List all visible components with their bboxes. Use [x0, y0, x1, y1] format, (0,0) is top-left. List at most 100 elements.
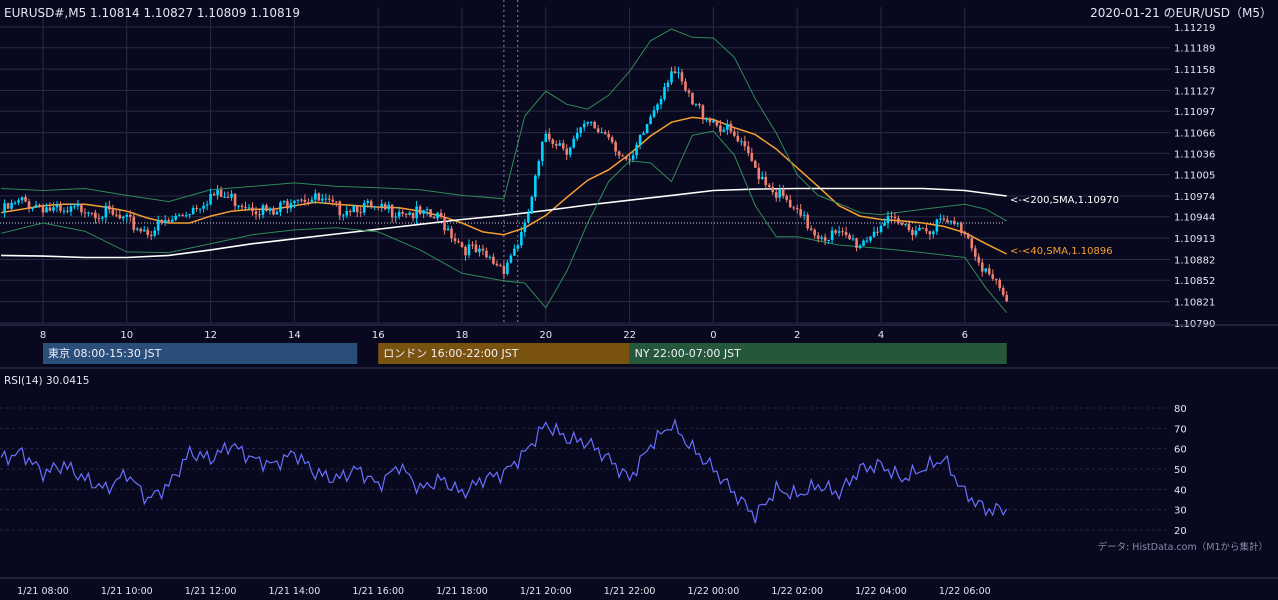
candle-body	[191, 207, 195, 215]
x-tick-label: 20	[539, 330, 552, 341]
candle-body	[544, 133, 548, 142]
candle-body	[397, 211, 401, 217]
y-tick-label: 1.11097	[1174, 107, 1215, 118]
candle-body	[251, 207, 254, 212]
candle-body	[614, 142, 617, 152]
candle-body	[820, 237, 823, 239]
candle-body	[142, 229, 146, 232]
candle-body	[652, 110, 656, 117]
candle-body	[443, 216, 446, 231]
y-tick-label: 1.10974	[1174, 192, 1215, 203]
candle-body	[464, 246, 467, 256]
rsi-x-tick-label: 1/22 00:00	[688, 586, 740, 597]
rsi-y-tick-label: 30	[1174, 506, 1187, 517]
candle-body	[122, 216, 125, 219]
candle-body	[104, 205, 108, 218]
candle-body	[380, 203, 383, 207]
rsi-grid	[0, 407, 1170, 531]
candle-body	[635, 144, 638, 156]
session-label: 東京 08:00-15:30 JST	[48, 346, 162, 360]
candle-body	[38, 204, 41, 207]
candle-body	[404, 213, 408, 215]
candle-body	[135, 228, 139, 230]
candle-body	[513, 248, 516, 256]
candle-body	[289, 203, 293, 209]
candle-body	[80, 203, 83, 213]
candle-body	[774, 192, 778, 198]
candle-body	[666, 82, 670, 88]
candle-body	[66, 210, 69, 212]
candle-body	[554, 144, 558, 146]
x-tick-label: 0	[710, 330, 716, 341]
candle-body	[226, 196, 230, 198]
candle-body	[953, 220, 956, 225]
candle-body	[436, 212, 439, 219]
candle-body	[994, 278, 998, 280]
candle-body	[638, 135, 642, 145]
candle-body	[272, 208, 275, 215]
x-tick-label: 18	[456, 330, 469, 341]
candle-body	[481, 248, 485, 251]
candle-body	[743, 141, 747, 147]
rsi-line-0	[0, 418, 1008, 524]
rsi-y-tick-label: 50	[1174, 465, 1187, 476]
candle-body	[771, 186, 775, 193]
candle-body	[781, 189, 785, 196]
y-tick-label: 1.11005	[1174, 171, 1215, 182]
candle-body	[324, 198, 328, 200]
candle-body	[684, 81, 687, 91]
candle-body	[48, 207, 52, 211]
session-bar	[378, 343, 630, 364]
candle-body	[149, 235, 153, 237]
candle-body	[949, 220, 953, 223]
candle-body	[181, 215, 184, 217]
candle-body	[76, 203, 80, 207]
candle-body	[97, 218, 101, 220]
candle-body	[62, 210, 66, 212]
candle-body	[352, 205, 356, 213]
candle-body	[139, 228, 143, 232]
candle-body	[282, 201, 286, 203]
candle-body	[792, 207, 796, 209]
candle-body	[942, 218, 946, 220]
candle-body	[537, 161, 541, 176]
x-tick-label: 14	[288, 330, 301, 341]
candle-body	[499, 265, 502, 267]
candle-body	[90, 212, 94, 214]
candle-body	[450, 228, 453, 239]
candle-body	[240, 205, 244, 208]
candle-body	[858, 245, 862, 248]
candles	[3, 66, 1008, 303]
candle-body	[680, 72, 684, 82]
x-tick-label: 2	[794, 330, 800, 341]
rsi-y-tick-label: 60	[1174, 445, 1187, 456]
candle-body	[261, 205, 265, 215]
candle-body	[348, 210, 352, 213]
rsi-x-tick-label: 1/21 14:00	[269, 586, 321, 597]
candle-body	[691, 92, 694, 105]
candle-body	[984, 268, 988, 272]
candle-body	[935, 219, 939, 232]
series-line-0	[0, 116, 1008, 255]
candle-body	[502, 266, 506, 275]
candle-body	[747, 146, 750, 153]
candle-body	[610, 137, 614, 143]
candle-body	[715, 120, 719, 126]
candle-body	[705, 118, 708, 120]
candle-body	[167, 219, 170, 222]
candle-body	[726, 123, 729, 130]
candle-body	[673, 71, 677, 74]
candle-body	[45, 207, 48, 213]
candle-body	[893, 216, 897, 219]
candle-body	[460, 242, 464, 247]
y-tick-label: 1.10821	[1174, 298, 1215, 309]
sma-annotation: <-<200,SMA,1.10970	[1010, 195, 1119, 206]
candle-body	[485, 250, 488, 258]
candle-body	[890, 215, 893, 217]
candle-body	[509, 255, 513, 263]
candle-body	[970, 238, 974, 249]
candle-body	[471, 244, 474, 246]
series-line-1	[1, 187, 1007, 259]
candle-body	[83, 212, 87, 214]
